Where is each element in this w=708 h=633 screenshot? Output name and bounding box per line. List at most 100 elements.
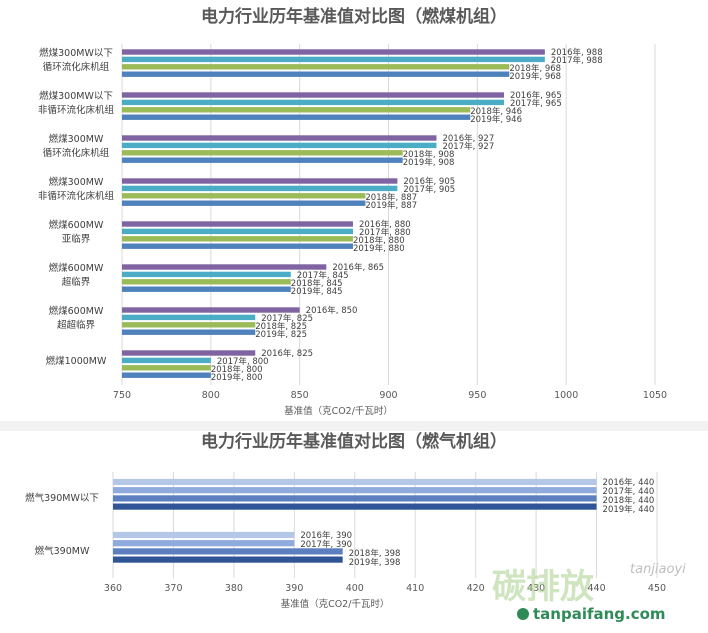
x-tick-label: 800 <box>202 390 220 401</box>
category-label: 燃煤300MW <box>49 176 104 188</box>
bar-2017年 <box>122 271 291 278</box>
bar-2016年 <box>113 478 597 486</box>
data-label: 2018年, 887 <box>365 192 417 203</box>
data-label: 2016年, 865 <box>332 262 384 273</box>
bar-2016年 <box>122 178 398 184</box>
chart-title: 电力行业历年基准值对比图（燃气机组） <box>201 431 507 452</box>
bar-2016年 <box>122 221 353 227</box>
bar-2016年 <box>113 531 295 539</box>
x-tick-label: 900 <box>379 390 397 401</box>
bar-2017年 <box>122 99 504 106</box>
category-label: 超超临界 <box>57 319 96 331</box>
bar-2018年 <box>122 193 366 199</box>
bar-2017年 <box>122 314 256 321</box>
data-label: 2018年, 908 <box>403 149 455 160</box>
chart-divider <box>0 421 708 431</box>
x-tick-label: 390 <box>285 583 303 594</box>
bar-2018年 <box>122 107 471 113</box>
category-label: 燃煤300MW以下 <box>39 90 113 102</box>
x-tick-label: 420 <box>467 583 485 594</box>
chart-title: 电力行业历年基准值对比图（燃煤机组） <box>201 6 507 27</box>
data-label: 2017年, 845 <box>297 270 349 281</box>
data-label: 2016年, 905 <box>403 176 455 187</box>
data-label: 2019年, 887 <box>365 200 417 211</box>
data-label: 2018年, 880 <box>353 235 405 246</box>
x-tick-label: 410 <box>406 583 424 594</box>
bar-2016年 <box>122 92 504 98</box>
data-label: 2016年, 440 <box>603 477 655 488</box>
bar-2019年 <box>122 372 211 378</box>
x-tick-label: 750 <box>113 390 131 401</box>
data-label: 2019年, 825 <box>255 329 307 340</box>
watermark-globe-icon <box>517 608 529 620</box>
data-label: 2019年, 398 <box>349 557 401 568</box>
data-label: 2016年, 988 <box>551 47 603 58</box>
x-axis-label: 基准值（克CO2/千瓦时） <box>281 598 390 610</box>
bar-2016年 <box>122 135 437 141</box>
bar-2016年 <box>122 264 327 270</box>
bar-2019年 <box>122 114 471 120</box>
bar-2016年 <box>122 307 300 313</box>
x-tick-label: 430 <box>527 583 545 594</box>
x-tick-label: 380 <box>225 583 243 594</box>
x-tick-label: 370 <box>164 583 182 594</box>
bar-2019年 <box>122 329 256 335</box>
data-label: 2017年, 965 <box>510 98 562 109</box>
bar-2018年 <box>122 365 211 371</box>
x-tick-label: 360 <box>104 583 122 594</box>
x-tick-label: 1050 <box>643 390 667 401</box>
x-tick-label: 950 <box>468 390 486 401</box>
data-label: 2017年, 440 <box>603 486 655 497</box>
bar-2019年 <box>122 71 510 77</box>
data-label: 2019年, 946 <box>470 114 522 125</box>
watermark-pinyin: tanjiaoyi <box>630 562 686 577</box>
data-label: 2017年, 988 <box>551 55 603 66</box>
data-label: 2018年, 946 <box>470 106 522 117</box>
data-label: 2018年, 825 <box>255 321 307 332</box>
category-label: 燃煤600MW <box>49 262 104 274</box>
category-label: 燃煤600MW <box>49 219 104 231</box>
data-label: 2019年, 845 <box>291 286 343 297</box>
x-tick-label: 400 <box>346 583 364 594</box>
bar-2019年 <box>122 286 291 292</box>
x-axis-label: 基准值（克CO2/千瓦时） <box>284 405 393 417</box>
data-label: 2016年, 880 <box>359 219 411 230</box>
bar-2017年 <box>122 142 437 149</box>
category-label: 燃气390MW以下 <box>25 492 99 504</box>
data-label: 2017年, 390 <box>300 539 352 550</box>
bar-2019年 <box>122 243 353 249</box>
data-label: 2016年, 825 <box>261 348 313 359</box>
data-label: 2016年, 850 <box>306 305 358 316</box>
bar-2018年 <box>122 150 403 156</box>
data-label: 2018年, 968 <box>509 63 561 74</box>
watermark-logo-text: 碳排放 <box>492 567 594 607</box>
category-label: 燃煤300MW以下 <box>39 47 113 59</box>
bar-2016年 <box>122 49 545 55</box>
data-label: 2017年, 880 <box>359 227 411 238</box>
category-label: 非循环流化床机组 <box>38 104 115 116</box>
data-label: 2017年, 825 <box>261 313 313 324</box>
data-label: 2017年, 927 <box>442 141 494 152</box>
category-label: 非循环流化床机组 <box>38 190 115 202</box>
data-label: 2017年, 905 <box>403 184 455 195</box>
bar-2017年 <box>122 357 211 364</box>
x-tick-label: 1000 <box>554 390 578 401</box>
bar-2019年 <box>122 157 403 163</box>
category-label: 超临界 <box>62 276 91 288</box>
bar-2017年 <box>122 185 398 192</box>
bar-2017年 <box>122 56 545 63</box>
data-label: 2019年, 440 <box>603 504 655 515</box>
watermark-url: tanpaifang.com <box>533 605 666 623</box>
data-label: 2019年, 908 <box>403 157 455 168</box>
bar-2016年 <box>122 350 256 356</box>
bar-2018年 <box>113 495 597 502</box>
data-label: 2018年, 800 <box>211 364 263 375</box>
data-label: 2016年, 965 <box>510 90 562 101</box>
bar-2018年 <box>122 322 256 328</box>
data-label: 2016年, 927 <box>442 133 494 144</box>
data-label: 2018年, 398 <box>349 548 401 559</box>
category-label: 燃煤600MW <box>49 305 104 317</box>
category-label: 燃气390MW <box>35 545 90 557</box>
